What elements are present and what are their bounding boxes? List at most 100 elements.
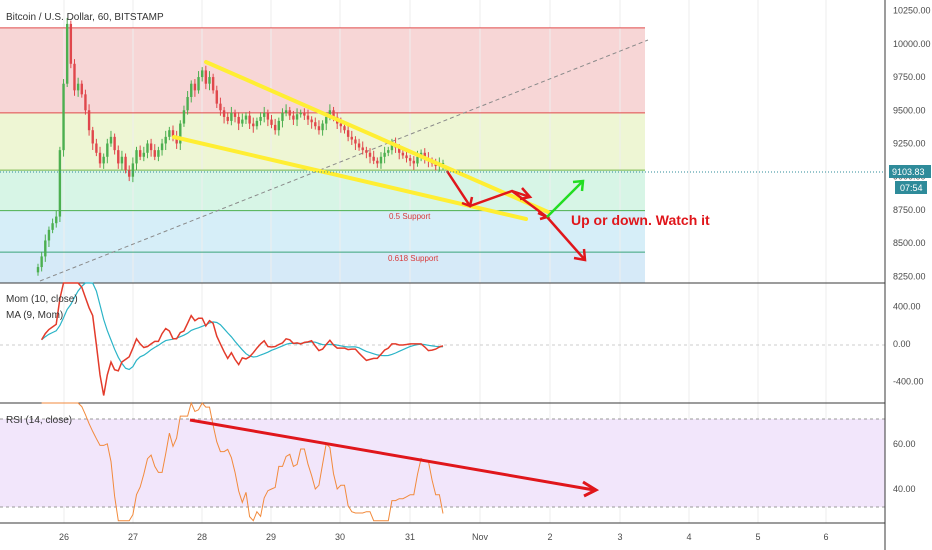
candle-body-53 xyxy=(230,112,233,121)
candle-body-2 xyxy=(44,240,47,257)
chart-title: Bitcoin / U.S. Dollar, 60, BITSTAMP xyxy=(6,12,164,23)
candle-body-25 xyxy=(128,170,131,177)
candle-body-45 xyxy=(200,70,204,78)
projection-path xyxy=(445,170,548,219)
candle-body-46 xyxy=(204,70,208,84)
up-arrow xyxy=(546,180,584,218)
candle-body-96 xyxy=(387,150,390,153)
candle-body-101 xyxy=(405,155,408,159)
candle-body-70 xyxy=(292,115,295,120)
price-tick-0: 10250.00 xyxy=(893,6,931,16)
candle-body-68 xyxy=(284,110,288,113)
candle-body-20 xyxy=(109,136,113,144)
down-arrow-head xyxy=(573,248,587,262)
candle-body-5 xyxy=(55,216,58,224)
candle-body-89 xyxy=(361,147,364,151)
candle-body-51 xyxy=(222,110,226,117)
candle-body-102 xyxy=(408,158,412,161)
candle-body-41 xyxy=(186,96,189,111)
candle-body-97 xyxy=(390,143,394,151)
candle-body-111 xyxy=(441,163,445,165)
up-arrow-head xyxy=(572,179,585,192)
candle-body-38 xyxy=(175,136,178,144)
candle-body-10 xyxy=(73,63,76,91)
candle-body-100 xyxy=(401,152,405,156)
candle-body-31 xyxy=(149,143,153,151)
candle-body-76 xyxy=(314,122,317,127)
price-tick-1: 10000.00 xyxy=(893,39,931,49)
candle-body-24 xyxy=(124,156,127,171)
time-tick-8: 3 xyxy=(617,532,622,542)
candle-body-13 xyxy=(84,94,87,111)
candle-body-67 xyxy=(281,112,284,121)
time-tick-5: 31 xyxy=(405,532,415,542)
rsi-trendline xyxy=(189,418,595,492)
candle-body-74 xyxy=(306,115,310,120)
candle-body-81 xyxy=(332,110,335,117)
candle-body-87 xyxy=(354,139,357,144)
candle-body-86 xyxy=(350,136,353,140)
mom-ma-line xyxy=(41,282,444,371)
fib-label-05: 0.5 Support xyxy=(389,212,431,221)
fib-zone-3 xyxy=(0,210,645,253)
rsi-trendline-arrow xyxy=(582,480,600,498)
rsi-line xyxy=(41,401,444,522)
candle-body-8 xyxy=(65,23,69,84)
price-tick-labels: 10250.0010000.009750.009500.009250.00900… xyxy=(893,6,931,282)
candle-body-62 xyxy=(263,112,266,117)
candles xyxy=(36,17,445,276)
countdown-value: 07:54 xyxy=(900,183,923,193)
annotation-text: Up or down. Watch it xyxy=(571,212,710,228)
candle-body-33 xyxy=(157,150,160,157)
price-tick-7: 8500.00 xyxy=(893,238,926,248)
candle-body-54 xyxy=(233,112,237,117)
candle-body-95 xyxy=(383,152,386,157)
price-tick-8: 8250.00 xyxy=(893,271,926,281)
candle-body-52 xyxy=(226,116,229,121)
candle-body-90 xyxy=(365,150,368,153)
candle-body-4 xyxy=(51,223,54,230)
time-tick-0: 26 xyxy=(59,532,69,542)
candle-body-14 xyxy=(87,110,91,131)
time-tick-2: 28 xyxy=(197,532,207,542)
candle-body-18 xyxy=(102,156,105,164)
candle-body-29 xyxy=(142,152,146,157)
candle-body-104 xyxy=(416,156,419,164)
candle-body-69 xyxy=(288,110,291,116)
candle-body-19 xyxy=(106,143,109,157)
rsi-pane xyxy=(0,401,885,522)
candle-body-71 xyxy=(295,114,299,120)
candle-body-49 xyxy=(215,90,218,104)
projection-arrows xyxy=(445,170,587,262)
candle-body-56 xyxy=(241,119,244,124)
candle-body-44 xyxy=(197,77,200,91)
rsi-tick-1: 40.00 xyxy=(893,484,916,494)
candle-body-63 xyxy=(266,112,270,120)
time-tick-3: 29 xyxy=(266,532,276,542)
candle-body-36 xyxy=(168,130,171,137)
mom-tick-1: 0.00 xyxy=(893,339,911,349)
candle-body-55 xyxy=(237,116,240,124)
rsi-tick-0: 60.00 xyxy=(893,439,916,449)
fib-zone-bottom xyxy=(0,252,645,283)
candle-body-93 xyxy=(376,160,379,164)
price-tick-6: 8750.00 xyxy=(893,205,926,215)
rsi-label: RSI (14, close) xyxy=(6,415,72,426)
candle-body-16 xyxy=(95,143,98,153)
countdown-tag xyxy=(895,181,927,194)
candle-body-37 xyxy=(171,130,175,137)
candle-body-99 xyxy=(398,147,401,153)
last-price-value: 9103.83 xyxy=(892,167,925,177)
candle-body-73 xyxy=(303,112,306,116)
time-tick-10: 5 xyxy=(755,532,760,542)
candle-body-39 xyxy=(179,123,182,144)
fib-zone-2 xyxy=(0,170,645,211)
time-tick-9: 4 xyxy=(686,532,691,542)
candle-body-61 xyxy=(259,116,262,121)
candle-body-47 xyxy=(208,77,211,84)
last-price-tag xyxy=(889,165,931,178)
candle-body-94 xyxy=(379,156,383,164)
fib-zone-0 xyxy=(0,27,645,113)
